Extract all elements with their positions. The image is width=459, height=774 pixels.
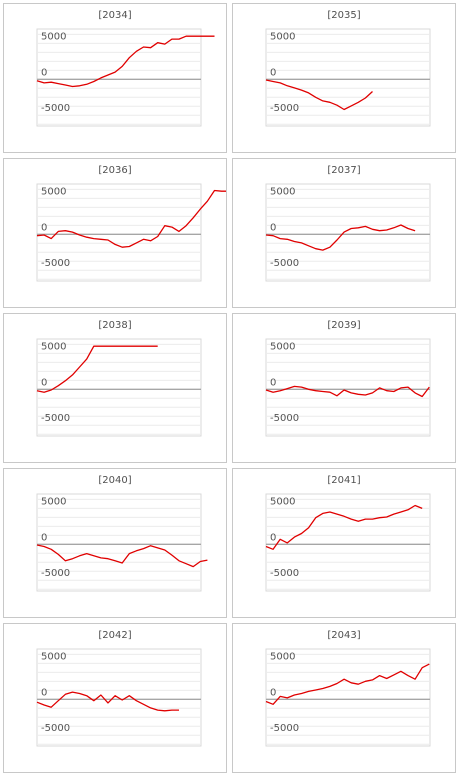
y-tick-label: -5000 (270, 413, 299, 424)
series-line (265, 385, 430, 398)
chart-title: [2034] (98, 10, 132, 21)
y-tick-label: 0 (41, 222, 47, 233)
series-line (265, 224, 416, 251)
y-tick-label: 0 (270, 377, 276, 388)
y-tick-label: 5000 (41, 496, 66, 507)
chart-title: [2041] (327, 475, 361, 486)
series-line (265, 663, 430, 705)
chart-title: [2040] (98, 475, 132, 486)
y-tick-label: -5000 (41, 413, 70, 424)
y-tick-label: 0 (41, 67, 47, 78)
plot-area (265, 183, 431, 282)
line-chart: 5000 0 -5000 (265, 338, 431, 437)
chart-panel: [2042] 5000 0 -5000 (3, 623, 227, 773)
y-tick-label: 5000 (270, 651, 295, 662)
chart-title: [2037] (327, 165, 361, 176)
series-line (36, 345, 158, 393)
y-tick-label: 0 (270, 532, 276, 543)
y-tick-label: 5000 (270, 31, 295, 42)
line-chart: 5000 0 -5000 (265, 493, 431, 592)
y-tick-label: 0 (41, 687, 47, 698)
series-line (36, 544, 208, 568)
y-tick-label: 5000 (41, 651, 66, 662)
plot-area (36, 648, 202, 747)
plot-area (36, 338, 202, 437)
series-line (265, 504, 423, 550)
series-line (36, 189, 226, 248)
chart-title: [2038] (98, 320, 132, 331)
series-line (36, 35, 215, 88)
chart-panel: [2037] 5000 0 -5000 (232, 158, 456, 308)
series-line (36, 691, 179, 712)
y-tick-label: 5000 (41, 186, 66, 197)
plot-area (36, 28, 202, 127)
y-tick-label: 0 (270, 222, 276, 233)
y-tick-label: 5000 (270, 341, 295, 352)
y-tick-label: 0 (270, 687, 276, 698)
y-tick-label: -5000 (270, 568, 299, 579)
chart-panel: [2040] 5000 0 -5000 (3, 468, 227, 618)
y-tick-label: 0 (270, 67, 276, 78)
plot-area (265, 28, 431, 127)
chart-panel: [2038] 5000 0 -5000 (3, 313, 227, 463)
y-tick-label: -5000 (270, 723, 299, 734)
y-tick-label: -5000 (41, 258, 70, 269)
plot-area (36, 493, 202, 592)
line-chart: 5000 0 -5000 (265, 28, 431, 127)
chart-title: [2039] (327, 320, 361, 331)
chart-title: [2042] (98, 630, 132, 641)
y-tick-label: -5000 (41, 723, 70, 734)
y-tick-label: 5000 (270, 186, 295, 197)
chart-title: [2043] (327, 630, 361, 641)
y-tick-label: -5000 (270, 103, 299, 114)
y-tick-label: 0 (41, 532, 47, 543)
line-chart: 5000 0 -5000 (36, 183, 226, 282)
line-chart: 5000 0 -5000 (36, 648, 202, 747)
line-chart: 5000 0 -5000 (265, 648, 431, 747)
y-tick-label: -5000 (41, 568, 70, 579)
chart-panel: [2035] 5000 0 -5000 (232, 3, 456, 153)
y-tick-label: 5000 (41, 341, 66, 352)
plot-area (265, 648, 431, 747)
chart-panel: [2036] 5000 0 -5000 (3, 158, 227, 308)
plot-area (265, 493, 431, 592)
chart-grid: [2034] 5000 0 -5000 [2035] 5000 0 -5000 [2036] 50… (3, 3, 456, 773)
chart-panel: [2034] 5000 0 -5000 (3, 3, 227, 153)
line-chart: 5000 0 -5000 (36, 493, 208, 592)
chart-panel: [2043] 5000 0 -5000 (232, 623, 456, 773)
plot-area (265, 338, 431, 437)
chart-title: [2036] (98, 165, 132, 176)
y-tick-label: 5000 (41, 31, 66, 42)
series-line (265, 79, 373, 111)
y-tick-label: 0 (41, 377, 47, 388)
plot-area (36, 183, 202, 282)
line-chart: 5000 0 -5000 (265, 183, 431, 282)
chart-panel: [2039] 5000 0 -5000 (232, 313, 456, 463)
chart-title: [2035] (327, 10, 361, 21)
line-chart: 5000 0 -5000 (36, 28, 215, 127)
y-tick-label: 5000 (270, 496, 295, 507)
line-chart: 5000 0 -5000 (36, 338, 202, 437)
y-tick-label: -5000 (41, 103, 70, 114)
chart-panel: [2041] 5000 0 -5000 (232, 468, 456, 618)
y-tick-label: -5000 (270, 258, 299, 269)
